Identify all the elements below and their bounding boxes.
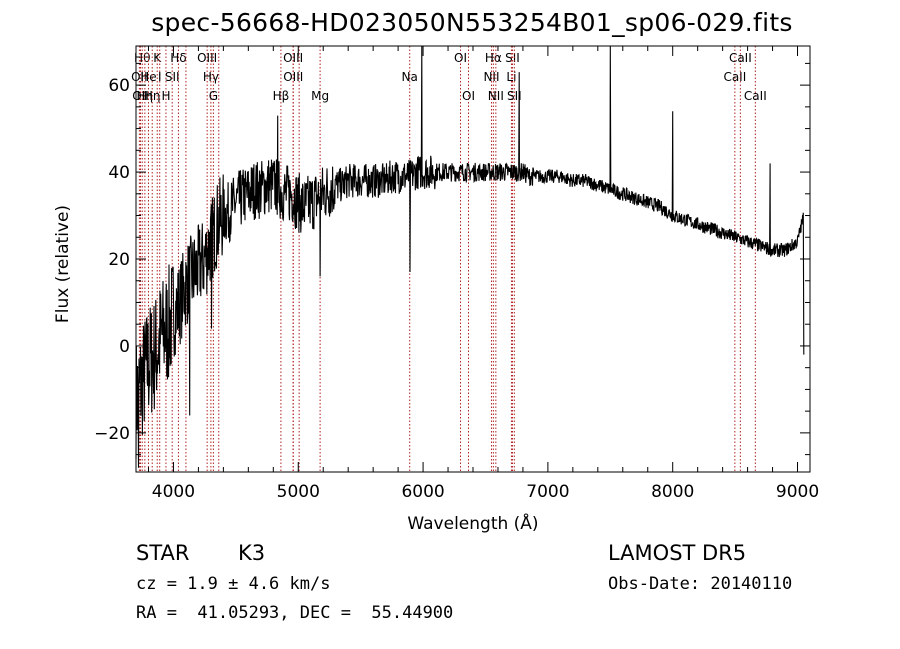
x-tick-label-5000: 5000 [277, 482, 320, 502]
line-marker-label-9: SII [165, 70, 180, 84]
line-marker-label-10: Hδ [170, 51, 186, 65]
line-marker-label-16: Hβ [273, 89, 290, 103]
line-marker-label-20: Mg [311, 89, 329, 103]
plot-frame [135, 45, 811, 473]
x-tick-label-4000: 4000 [152, 482, 195, 502]
y-tick-label-20: 20 [108, 250, 130, 270]
x-tick-label-6000: 6000 [401, 482, 444, 502]
line-marker-label-32: CaII [744, 89, 767, 103]
line-marker-label-29: SII [507, 89, 522, 103]
spectral-subclass: K3 [238, 541, 266, 565]
x-tick-label-9000: 9000 [776, 482, 819, 502]
x-tick-label-8000: 8000 [651, 482, 694, 502]
line-marker-label-14: G [209, 89, 218, 103]
line-marker-label-13: Hγ [203, 70, 219, 84]
survey-name: LAMOST DR5 [608, 541, 747, 565]
line-marker-label-4: He [140, 70, 156, 84]
line-marker-label-31: CaII [729, 51, 752, 65]
line-marker-label-6: K [153, 51, 162, 65]
line-marker-label-26: NII [488, 89, 504, 103]
line-marker-label-30: CaII [723, 70, 746, 84]
line-marker-label-1: Hθ [134, 51, 150, 65]
line-marker-label-28: Li [506, 70, 516, 84]
line-marker-label-27: SII [505, 51, 520, 65]
line-marker-label-23: OI [462, 89, 475, 103]
object-class: STAR [136, 541, 190, 565]
y-tick-label-40: 40 [108, 163, 130, 183]
chart-title: spec-56668-HD023050N553254B01_sp06-029.f… [151, 8, 793, 37]
line-marker-label-22: OI [454, 51, 467, 65]
line-marker-label-3: Hη [137, 89, 154, 103]
line-marker-label-5: Hη [144, 89, 161, 103]
y-tick-label-0: 0 [119, 337, 130, 357]
ra-dec: RA = 41.05293, DEC = 55.44900 [136, 603, 454, 623]
line-marker-label-24: NII [483, 70, 499, 84]
obs-date: Obs-Date: 20140110 [608, 574, 793, 594]
x-tick-label-7000: 7000 [526, 482, 569, 502]
line-marker-label-0: OII [131, 70, 148, 84]
line-marker-label-25: Hα [485, 51, 502, 65]
y-tick-label--20: −20 [94, 424, 130, 444]
redshift-cz: cz = 1.9 ± 4.6 km/s [136, 574, 331, 594]
spectrum-line [135, 45, 805, 468]
line-marker-label-7: I [158, 70, 162, 84]
line-marker-label-18: OIII [283, 70, 303, 84]
line-marker-label-21: Na [402, 70, 418, 84]
y-axis-label: Flux (relative) [53, 205, 73, 323]
y-tick-label-60: 60 [108, 76, 130, 96]
x-axis-label: Wavelength (Å) [407, 512, 538, 534]
line-marker-label-12: OIII [197, 51, 217, 65]
line-marker-label-8: H [161, 89, 170, 103]
